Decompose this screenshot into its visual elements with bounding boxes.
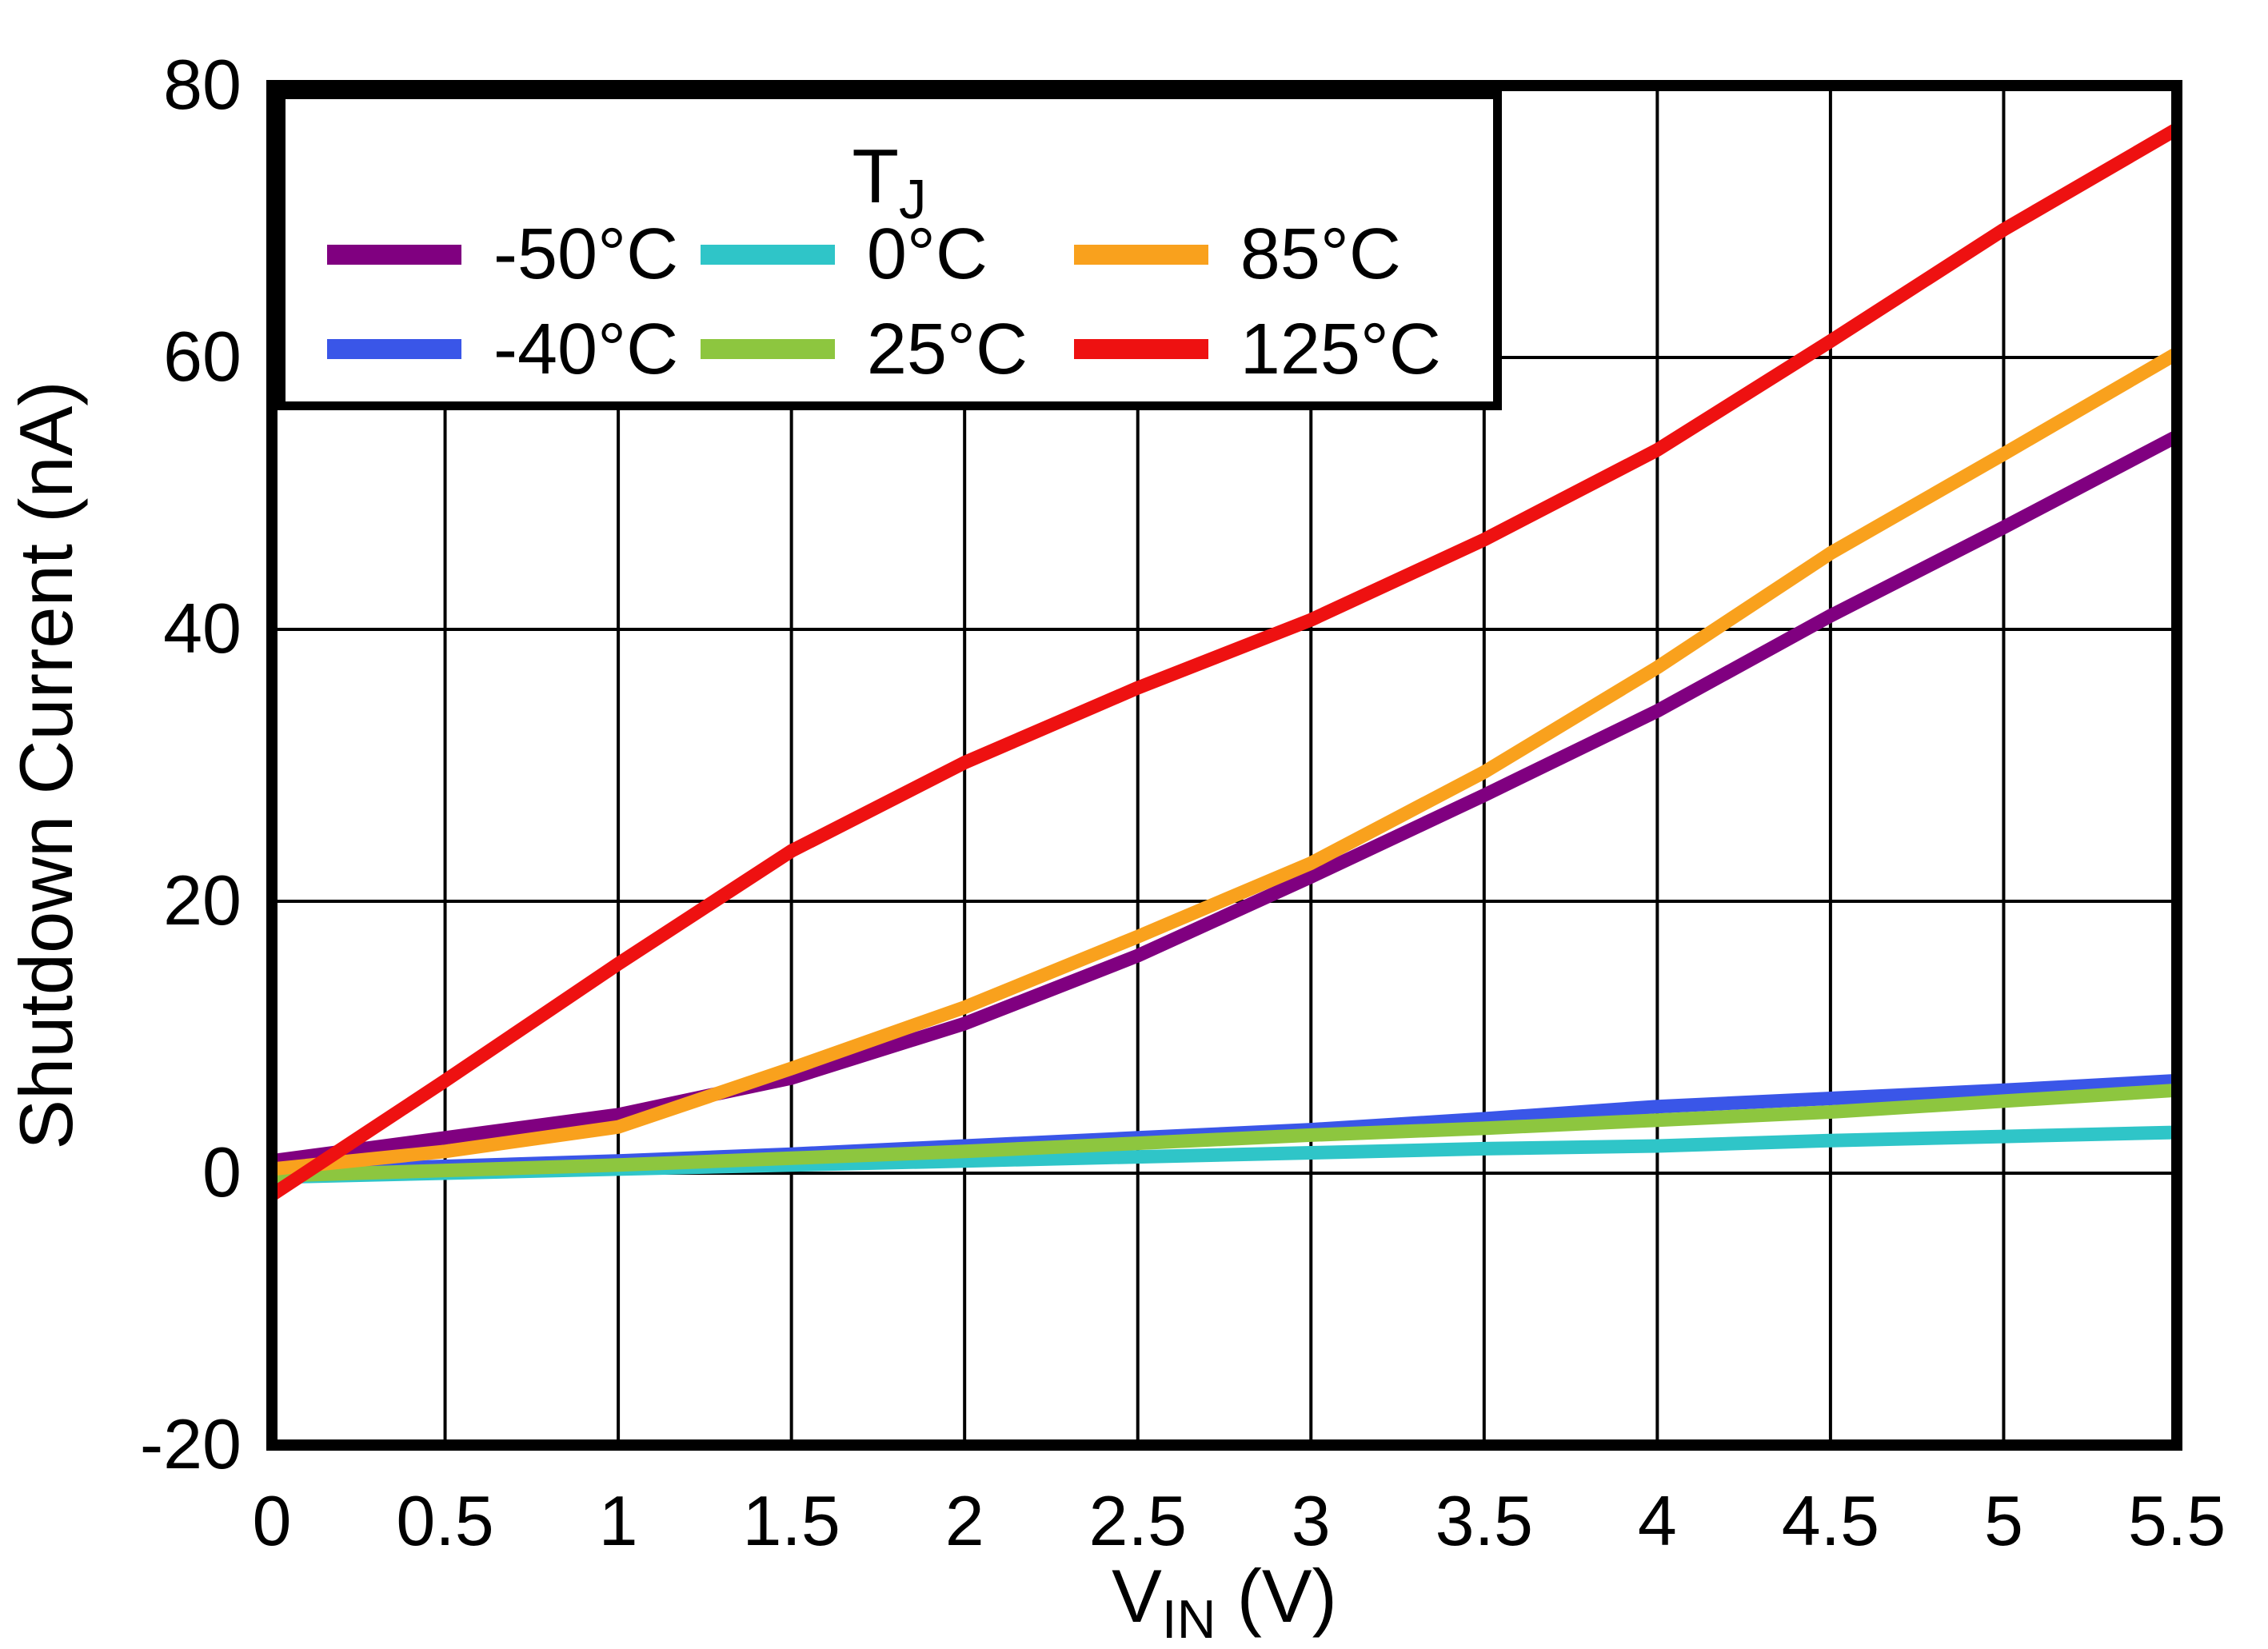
y-tick-label: 80 xyxy=(163,45,242,124)
y-tick-label: 40 xyxy=(163,589,242,668)
y-axis-title: Shutdown Current (nA) xyxy=(4,381,88,1150)
x-axis-title-suffix: (V) xyxy=(1216,1554,1337,1638)
legend-swatch xyxy=(700,244,835,265)
legend-entry--40°C: -40°C xyxy=(327,313,701,385)
curve--50°C xyxy=(270,430,2180,1168)
legend-label: -50°C xyxy=(493,214,679,295)
x-tick-label: 3 xyxy=(1292,1481,1331,1560)
curve-85°C xyxy=(271,347,2181,1176)
legend-swatch xyxy=(1073,244,1208,265)
y-tick-label: 20 xyxy=(163,860,242,940)
legend-label: 125°C xyxy=(1240,309,1441,389)
x-tick-label: 4.5 xyxy=(1782,1481,1879,1560)
legend-title-sub: J xyxy=(899,168,927,231)
legend-entry-85°C: 85°C xyxy=(1073,214,1477,295)
x-tick-label: 5 xyxy=(1984,1481,2023,1560)
legend-entry-25°C: 25°C xyxy=(700,309,1074,389)
x-tick-label: 3.5 xyxy=(1435,1481,1533,1560)
legend-label: 0°C xyxy=(866,214,988,295)
legend-title-main: T xyxy=(852,134,900,219)
curve-125°C xyxy=(268,123,2181,1201)
legend-entry--50°C: -50°C xyxy=(327,218,701,290)
x-axis-title-sub: IN xyxy=(1161,1589,1216,1649)
x-tick-label: 5.5 xyxy=(2128,1481,2226,1560)
x-tick-label: 2.5 xyxy=(1089,1481,1187,1560)
legend: TJ -50°C -40°C 0°C 25°C 85°C 125°C xyxy=(277,90,1502,410)
x-tick-label: 1.5 xyxy=(742,1481,840,1560)
x-axis-title: VIN (V) xyxy=(272,1553,2177,1649)
x-tick-label: 1 xyxy=(599,1481,638,1560)
y-tick-label: 0 xyxy=(202,1132,242,1212)
legend-title: TJ xyxy=(285,133,1493,231)
plot-frame xyxy=(266,80,2182,1451)
curve-25°C xyxy=(271,1083,2178,1183)
legend-label: -40°C xyxy=(493,309,679,389)
legend-grid: -50°C -40°C 0°C 25°C 85°C 125°C xyxy=(327,207,1477,397)
x-tick-label: 2 xyxy=(945,1481,984,1560)
legend-label: 85°C xyxy=(1240,214,1401,295)
legend-swatch xyxy=(1073,339,1208,360)
legend-label: 25°C xyxy=(866,309,1028,389)
legend-swatch xyxy=(327,339,461,360)
x-tick-label: 4 xyxy=(1638,1481,1677,1560)
x-tick-label: 0 xyxy=(253,1481,292,1560)
legend-entry-125°C: 125°C xyxy=(1073,309,1477,389)
legend-swatch xyxy=(327,244,461,265)
legend-swatch xyxy=(700,339,835,360)
x-axis-title-main: V xyxy=(1112,1554,1162,1638)
legend-entry-0°C: 0°C xyxy=(700,214,1074,295)
y-tick-label: -20 xyxy=(140,1404,242,1483)
y-tick-label: 60 xyxy=(163,317,242,396)
x-tick-label: 0.5 xyxy=(396,1481,493,1560)
